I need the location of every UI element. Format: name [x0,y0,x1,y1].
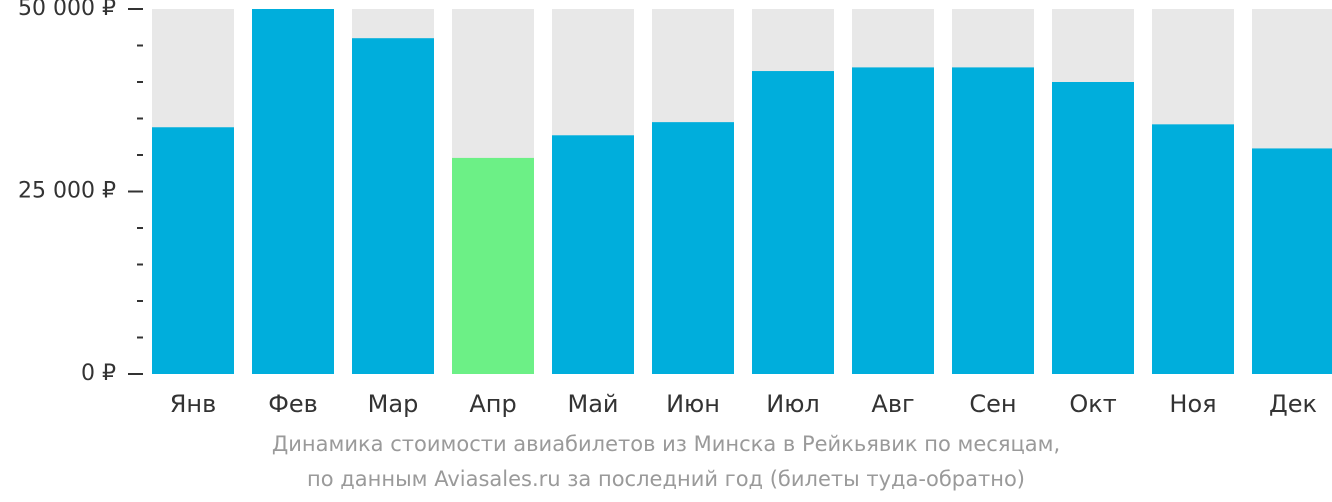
bar-11 [1252,148,1332,374]
category-label-11: Дек [1269,390,1317,418]
category-label-0: Янв [170,390,217,418]
category-label-1: Фев [268,390,318,418]
bar-6 [752,71,834,375]
bar-9 [1052,82,1134,374]
category-label-6: Июл [766,390,820,418]
category-label-3: Апр [469,390,516,418]
category-label-8: Сен [969,390,1016,418]
bar-0 [152,127,234,374]
category-label-2: Мар [368,390,419,418]
y-tick-label-0: 0 ₽ [81,361,116,386]
bar-1 [252,9,334,374]
category-label-7: Авг [871,390,914,418]
bar-7 [852,67,934,375]
y-tick-label-1: 25 000 ₽ [18,179,116,204]
bar-10 [1152,124,1234,374]
y-tick-label-2: 50 000 ₽ [18,0,116,21]
bar-5 [652,122,734,375]
bar-4 [552,135,634,374]
category-label-9: Окт [1069,390,1116,418]
chart-caption-line-2: по данным Aviasales.ru за последний год … [307,467,1025,491]
bar-8 [952,67,1034,375]
chart-caption-line-1: Динамика стоимости авиабилетов из Минска… [271,432,1061,456]
category-label-10: Ноя [1169,390,1216,418]
category-label-4: Май [567,390,618,418]
category-label-5: Июн [666,390,720,418]
bar-3 [452,157,534,374]
bar-2 [352,38,434,374]
